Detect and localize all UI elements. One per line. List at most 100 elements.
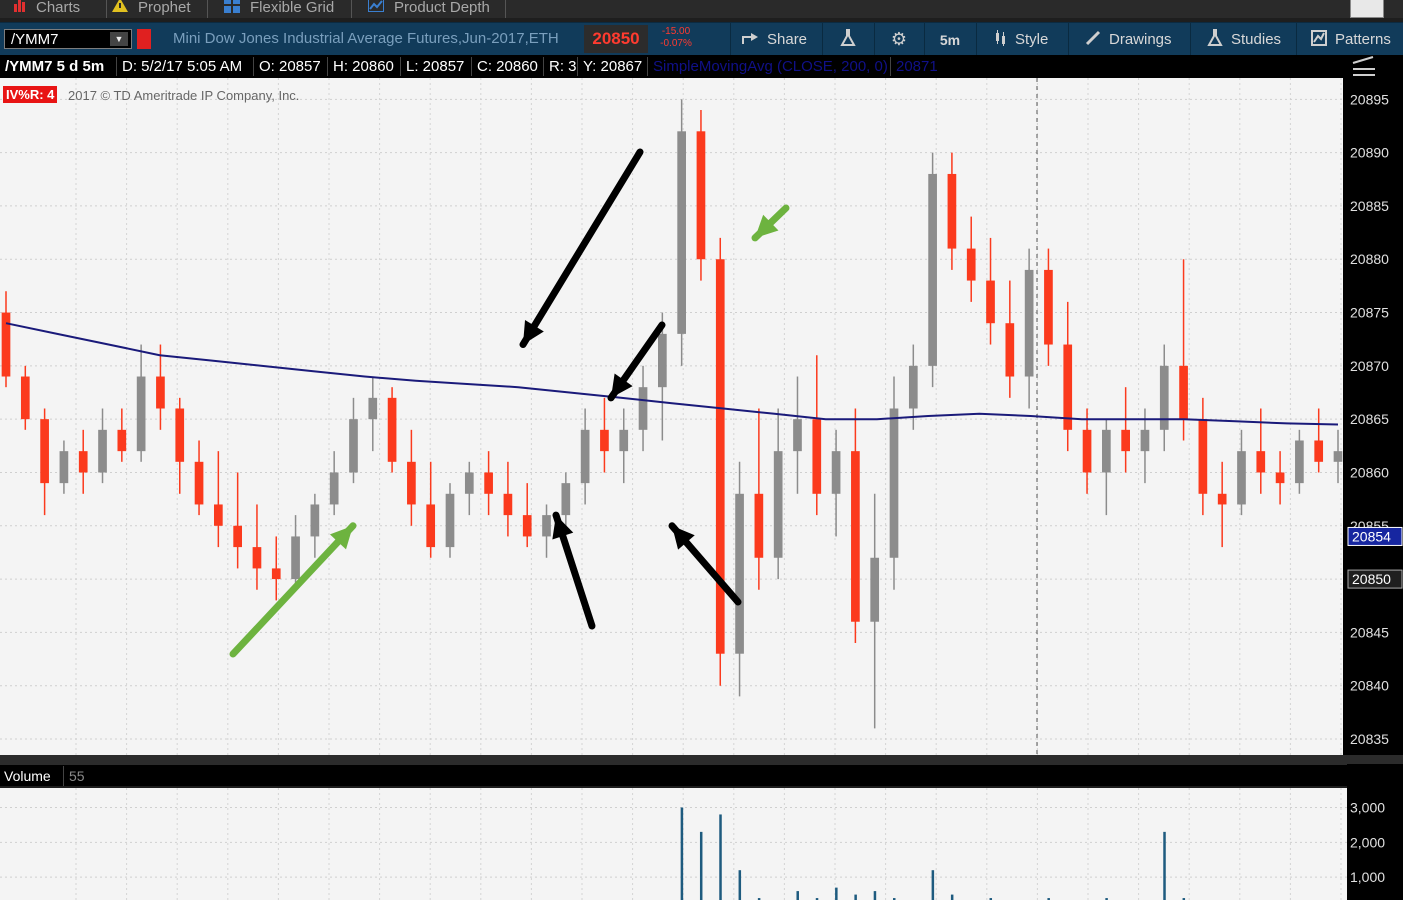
candle-up	[735, 493, 744, 654]
pencil-icon	[1085, 30, 1101, 50]
bar-open: O: 20857	[253, 57, 326, 76]
top-navigation: Charts Prophet Flexible Grid Product Dep…	[0, 0, 1403, 18]
candle-down	[1198, 419, 1208, 494]
candle-up	[870, 557, 880, 622]
candle-down	[214, 504, 223, 526]
chart-settings-corner[interactable]	[1343, 55, 1403, 79]
studies-button[interactable]: Studies	[1190, 23, 1294, 56]
volume-bar	[699, 831, 703, 900]
candle-down	[194, 461, 204, 505]
flask-button[interactable]	[822, 23, 873, 56]
share-button[interactable]: Share	[730, 23, 820, 56]
candle-down	[271, 568, 281, 580]
drawings-button[interactable]: Drawings	[1068, 23, 1188, 56]
candle-down	[20, 376, 30, 420]
candle-up	[445, 493, 455, 548]
window-control-button[interactable]	[1350, 0, 1384, 18]
chart-toolbar: /YMM7 ▼ Mini Dow Jones Industrial Averag…	[0, 22, 1403, 56]
volume-bar	[854, 894, 857, 900]
arrow-head	[611, 373, 633, 398]
candle-up	[98, 429, 107, 473]
candle-up	[1140, 429, 1150, 452]
arrow-shaft	[519, 148, 644, 349]
tab-label: Charts	[36, 0, 81, 16]
tab-charts[interactable]: Charts	[0, 0, 107, 18]
volume-bar	[815, 898, 819, 900]
volume-bar	[1163, 831, 1166, 900]
symbol-input[interactable]: /YMM7 ▼	[4, 29, 132, 49]
share-label: Share	[767, 31, 808, 48]
price-chart[interactable]: 20895 20890 20885 20880 20875 20870 20865 20860…	[0, 78, 1403, 900]
symbol-description: Mini Dow Jones Industrial Average Future…	[173, 30, 559, 47]
black-annotation-arrow	[607, 321, 666, 402]
candle-down	[156, 376, 165, 409]
candle-up	[773, 451, 783, 558]
candle-up	[349, 419, 358, 473]
volume-bar	[931, 870, 935, 900]
candle-up	[831, 451, 841, 494]
candle-down	[175, 408, 185, 462]
flask-icon	[1207, 28, 1223, 51]
volume-panel-header: Volume 55	[0, 765, 1347, 786]
green-annotation-arrow	[229, 522, 357, 658]
bar-range: R: 3	[543, 57, 582, 76]
sma-study-label[interactable]: SimpleMovingAvg (CLOSE, 200, 0)	[647, 57, 893, 76]
y-tick-label: 20880	[1350, 251, 1389, 267]
candle-up	[638, 387, 648, 430]
patterns-button[interactable]: Patterns	[1296, 23, 1403, 56]
alert-indicator[interactable]	[137, 29, 151, 49]
candle-up	[464, 472, 474, 494]
bar-low: L: 20857	[400, 57, 469, 76]
tab-flexible-grid[interactable]: Flexible Grid	[210, 0, 352, 18]
y-tick-label: 20860	[1350, 464, 1389, 480]
candle-up	[310, 504, 320, 537]
candle-down	[947, 173, 957, 249]
volume-title: Volume	[4, 768, 51, 784]
tab-product-depth[interactable]: Product Depth	[354, 0, 506, 18]
arrow-head	[755, 214, 779, 238]
timeframe-selector[interactable]: 5m	[924, 23, 975, 56]
warning-triangle-icon	[112, 0, 128, 16]
bar-chart-icon	[14, 0, 26, 16]
black-annotation-arrow	[519, 148, 644, 349]
last-price: 20850	[584, 25, 648, 53]
volume-tick-label: 2,000	[1350, 834, 1385, 850]
candle-up	[658, 333, 667, 388]
arrow-shaft	[229, 522, 357, 658]
y-tick-label: 20875	[1350, 305, 1389, 321]
candle-down	[754, 493, 764, 558]
volume-axis-background	[1347, 764, 1403, 900]
candle-up	[1295, 440, 1304, 484]
candle-up	[1237, 451, 1246, 505]
y-tick-label: 20890	[1350, 145, 1389, 161]
y-tick-label: 20845	[1350, 624, 1389, 640]
symbol-period: /YMM7 5 d 5m	[5, 58, 105, 75]
chart-info-bar: /YMM7 5 d 5m D: 5/2/17 5:05 AM O: 20857 …	[0, 55, 1343, 78]
change-value: -15.00	[661, 26, 691, 37]
change-percent: -0.07%	[660, 38, 692, 49]
settings-button[interactable]: ⚙	[874, 23, 923, 56]
volume-tick-label: 3,000	[1350, 799, 1385, 815]
y-tick-label: 20870	[1350, 358, 1389, 374]
candle-up	[677, 131, 686, 334]
volume-bar	[757, 898, 761, 900]
arrow-head	[329, 525, 353, 550]
style-button[interactable]: Style	[976, 23, 1066, 56]
price-panel-background	[0, 78, 1343, 755]
patterns-icon	[1311, 29, 1327, 50]
candle-down	[986, 280, 995, 324]
candle-down	[407, 461, 416, 505]
candle-down	[1217, 493, 1227, 505]
chevron-down-icon[interactable]: ▼	[110, 32, 128, 46]
tab-prophet[interactable]: Prophet	[94, 0, 208, 18]
candle-up	[542, 515, 551, 537]
candle-down	[522, 515, 532, 537]
candle-down	[1, 312, 11, 377]
volume-bar	[719, 814, 722, 900]
sma-200-line	[5, 322, 1339, 426]
candle-down	[600, 429, 609, 452]
candle-down	[1256, 451, 1266, 473]
depth-chart-icon	[367, 0, 385, 16]
share-icon	[741, 30, 759, 50]
price-change: -15.00 -0.07%	[652, 26, 700, 50]
